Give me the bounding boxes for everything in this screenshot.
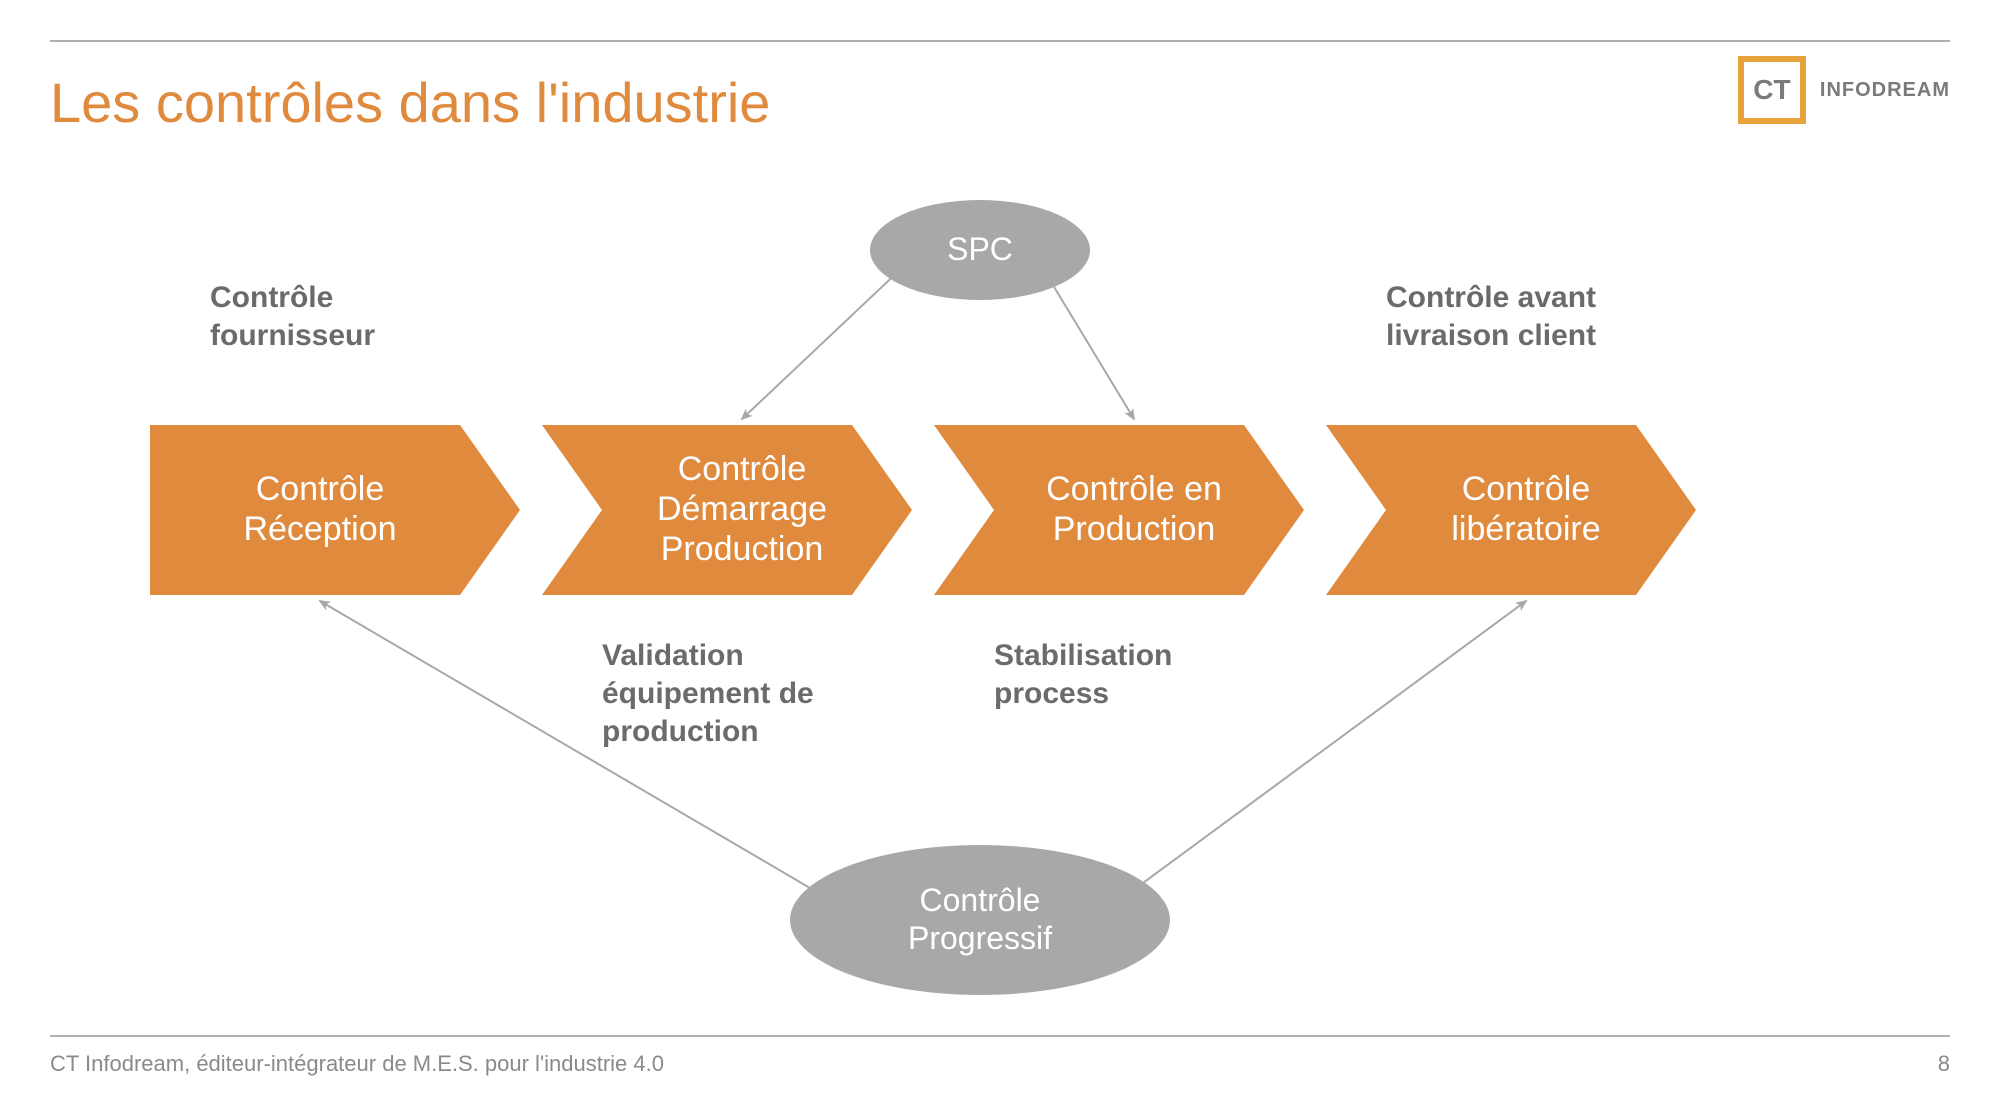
chevron-label-3-0: Contrôle (1462, 470, 1591, 508)
chevron-label-1-0: Contrôle (678, 450, 807, 488)
annotation-3-0: Stabilisation (994, 639, 1172, 672)
arrow-progressif-to-step-3 (1144, 601, 1526, 882)
chevron-label-2-1: Production (1053, 510, 1216, 548)
chevron-label-0-0: Contrôle (256, 470, 385, 508)
annotation-3-1: process (994, 677, 1109, 710)
ellipse-label-progressif-0: Contrôle (920, 882, 1041, 918)
bottom-divider (50, 1035, 1950, 1037)
ellipse-label-spc-0: SPC (947, 231, 1013, 267)
annotation-2-0: Validation (602, 639, 744, 672)
arrow-spc-to-step-2 (1054, 287, 1134, 419)
chevron-label-3-1: libératoire (1451, 510, 1600, 548)
page-number: 8 (1938, 1051, 1950, 1077)
annotation-1-0: Contrôle avant (1386, 281, 1596, 314)
chevron-label-2-0: Contrôle en (1046, 470, 1222, 508)
process-diagram: ContrôleRéceptionContrôleDémarrageProduc… (0, 0, 2000, 1097)
chevron-label-1-2: Production (661, 530, 824, 568)
ellipse-label-progressif-1: Progressif (908, 920, 1052, 956)
arrow-spc-to-step-1 (742, 279, 890, 419)
annotation-1-1: livraison client (1386, 319, 1596, 352)
annotation-2-2: production (602, 715, 759, 748)
chevron-label-0-1: Réception (243, 510, 396, 548)
footer-text: CT Infodream, éditeur-intégrateur de M.E… (50, 1051, 664, 1077)
annotation-0-0: Contrôle (210, 281, 333, 314)
annotation-2-1: équipement de (602, 677, 814, 710)
annotation-0-1: fournisseur (210, 319, 375, 352)
chevron-label-1-1: Démarrage (657, 490, 827, 528)
